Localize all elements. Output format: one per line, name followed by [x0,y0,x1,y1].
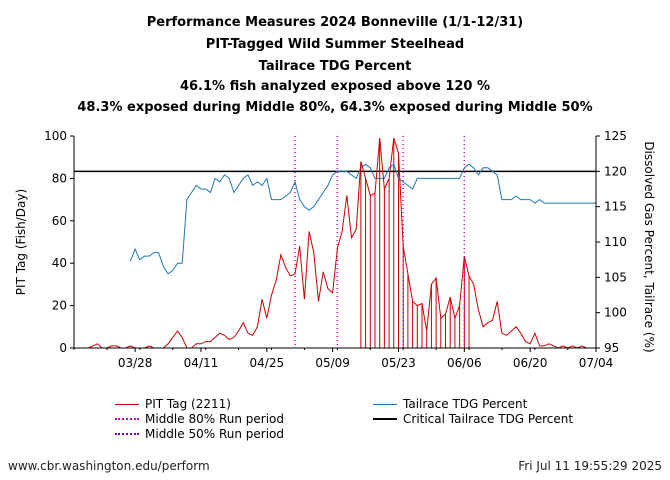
legend-tdg-label: Tailrace TDG Percent [403,397,528,411]
footer-url: www.cbr.washington.edu/perform [8,459,210,473]
chart-title-5: 48.3% exposed during Middle 80%, 64.3% e… [77,100,593,115]
y-left-axis-label: PIT Tag (Fish/Day) [14,189,28,295]
legend-pit-tag: PIT Tag (2211) [115,397,231,411]
y-right-tick-label: 100 [604,306,627,320]
y-left-tick-label: 20 [52,299,67,313]
y-right-tick-label: 95 [604,341,619,355]
chart-title-4: 46.1% fish analyzed exposed above 120 % [179,79,491,94]
y-left-tick-label: 100 [44,129,67,143]
x-tick-label: 03/28 [118,356,153,370]
chart-area: 0 20 40 60 80 100 95 100 105 110 115 120 125 03/28 04/… [14,129,656,370]
legend-tdg-swatch [373,403,397,405]
y-left-tick-label: 0 [59,341,67,355]
legend-pit-label: PIT Tag (2211) [145,397,231,411]
chart-title-2: PIT-Tagged Wild Summer Steelhead [205,37,465,52]
y-right-tick-label: 125 [604,129,627,143]
legend-pit-swatch [115,403,139,405]
legend-tailrace-tdg: Tailrace TDG Percent [373,397,527,411]
y-left-tick-label: 80 [52,171,67,185]
legend-critical-swatch [373,418,397,420]
x-tick-label: 05/23 [381,356,416,370]
y-right-axis-label: Dissolved Gas Percent, Tailrace (%) [642,141,656,352]
tailrace-tdg-series-line [129,163,596,275]
legend-mid80-label: Middle 80% Run period [145,412,284,426]
pit-tag-series-line [74,137,596,349]
legend-mid50-swatch [115,433,139,435]
y-right-tick-label: 110 [604,235,627,249]
x-tick-label: 07/04 [579,356,614,370]
y-right-tick-label: 115 [604,200,627,214]
y-left-tick-label: 60 [52,214,67,228]
x-tick-label: 04/11 [184,356,219,370]
chart-title-3: Tailrace TDG Percent [258,59,412,74]
x-tick-label: 06/20 [513,356,548,370]
x-tick-label: 04/25 [250,356,285,370]
legend-critical-tdg: Critical Tailrace TDG Percent [373,412,573,426]
y-left-tick-label: 40 [52,256,67,270]
legend-critical-label: Critical Tailrace TDG Percent [403,412,574,426]
y-right-tick-label: 105 [604,270,627,284]
legend-middle-50: Middle 50% Run period [115,427,284,441]
legend-mid80-swatch [115,418,139,420]
footer-timestamp: Fri Jul 11 19:55:29 2025 [518,459,662,473]
y-right-tick-label: 120 [604,164,627,178]
x-tick-label: 06/06 [447,356,482,370]
chart-title-1: Performance Measures 2024 Bonneville (1/… [146,15,524,30]
x-tick-label: 05/09 [315,356,350,370]
legend-middle-80: Middle 80% Run period [115,412,284,426]
legend-mid50-label: Middle 50% Run period [145,427,284,441]
